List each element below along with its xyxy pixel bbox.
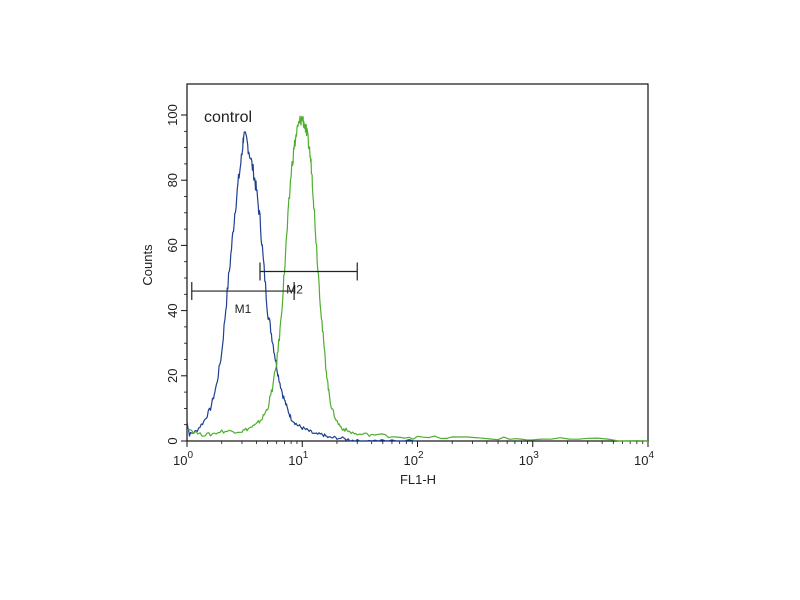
- plot-frame: [186, 83, 649, 442]
- y-axis: 0 20 40 60 80 100: [165, 104, 187, 445]
- marker-layer: M1 M2: [191, 262, 358, 316]
- x-tick-label: 104: [634, 450, 654, 468]
- x-tick-label: 102: [403, 450, 423, 468]
- series-layer: [186, 115, 649, 442]
- y-tick-label: 60: [165, 238, 180, 252]
- y-tick-label: 40: [165, 303, 180, 317]
- x-tick-label: 101: [288, 450, 308, 468]
- x-tick-label: 100: [173, 450, 193, 468]
- marker-m1: M1: [191, 282, 295, 316]
- y-tick-label: 80: [165, 173, 180, 187]
- y-tick-label: 100: [165, 104, 180, 126]
- y-tick-label: 20: [165, 369, 180, 383]
- series-line: [186, 131, 418, 442]
- y-axis-title: Counts: [140, 244, 155, 286]
- y-tick-label: 0: [165, 437, 180, 444]
- marker-m2: M2: [259, 262, 358, 296]
- x-axis: 100 101 102 103 104: [173, 441, 654, 468]
- marker-label: M1: [235, 302, 252, 316]
- marker-label: M2: [286, 282, 303, 296]
- x-axis-title: FL1-H: [400, 472, 436, 487]
- x-tick-label: 103: [519, 450, 539, 468]
- annotation-label: control: [204, 109, 252, 126]
- series-line: [186, 115, 649, 442]
